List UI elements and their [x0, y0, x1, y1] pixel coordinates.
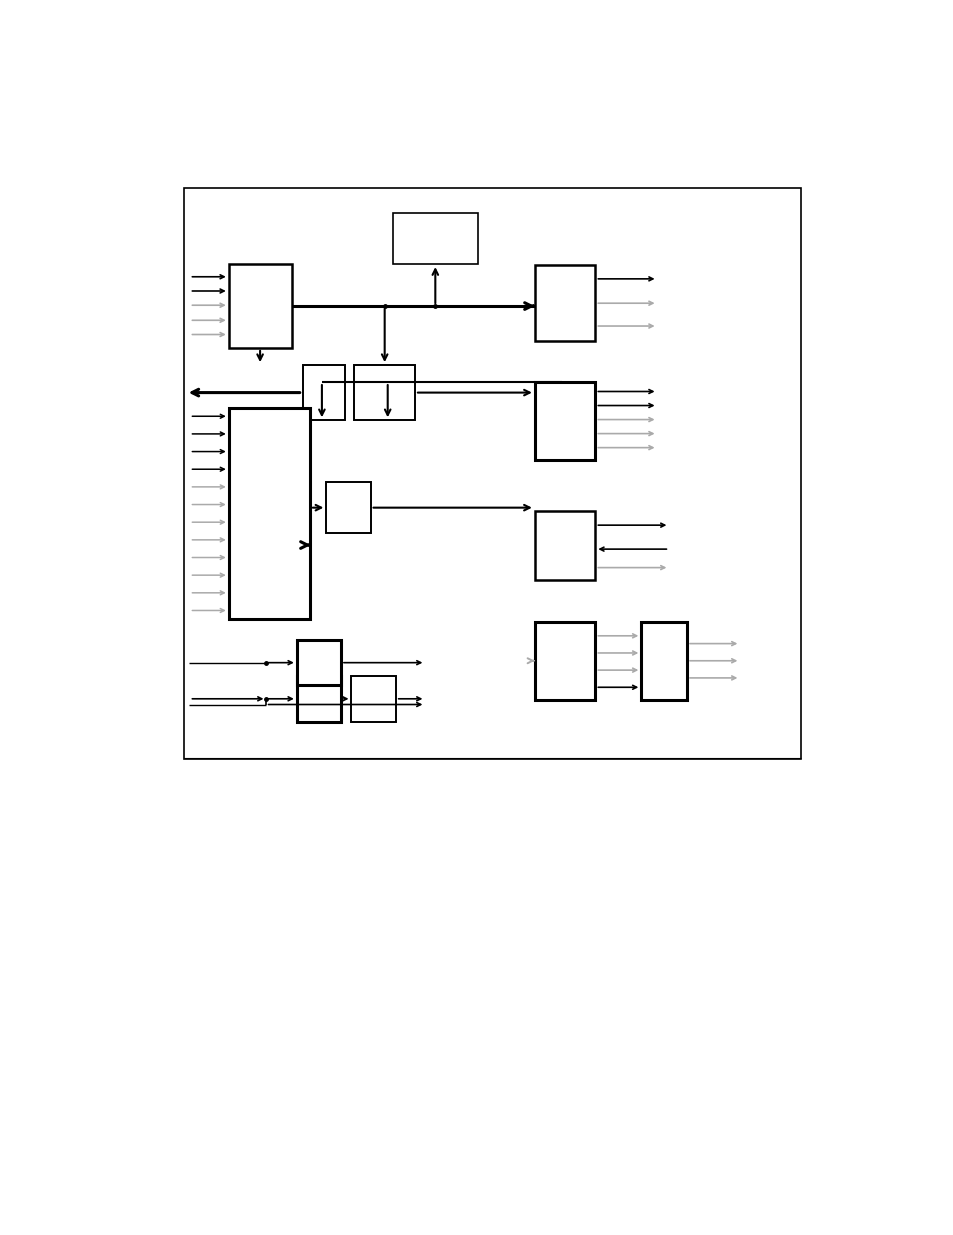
Bar [229, 408, 310, 619]
Bar [640, 621, 686, 700]
Bar [535, 266, 595, 341]
Bar [535, 511, 595, 580]
Bar [184, 188, 801, 758]
Bar [229, 264, 292, 348]
Bar [296, 640, 341, 685]
Bar [354, 366, 415, 420]
Bar [296, 676, 341, 721]
Bar [393, 212, 477, 264]
Bar [302, 366, 345, 420]
Bar [535, 382, 595, 461]
Bar [326, 482, 370, 534]
Bar [535, 621, 595, 700]
Bar [351, 676, 395, 721]
